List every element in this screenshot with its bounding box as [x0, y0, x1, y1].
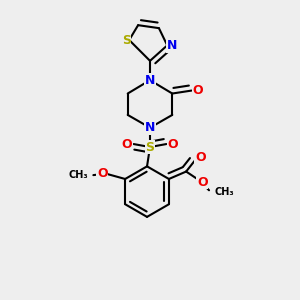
- Text: O: O: [168, 138, 178, 151]
- Text: O: O: [195, 152, 206, 164]
- Text: N: N: [145, 74, 155, 87]
- Text: N: N: [145, 121, 155, 134]
- Text: O: O: [197, 176, 208, 189]
- Text: O: O: [97, 167, 108, 180]
- Text: S: S: [146, 140, 154, 154]
- Text: O: O: [193, 84, 203, 97]
- Text: CH₃: CH₃: [68, 170, 88, 180]
- Text: N: N: [167, 39, 177, 52]
- Text: O: O: [122, 138, 132, 151]
- Text: S: S: [122, 34, 131, 46]
- Text: CH₃: CH₃: [214, 187, 234, 197]
